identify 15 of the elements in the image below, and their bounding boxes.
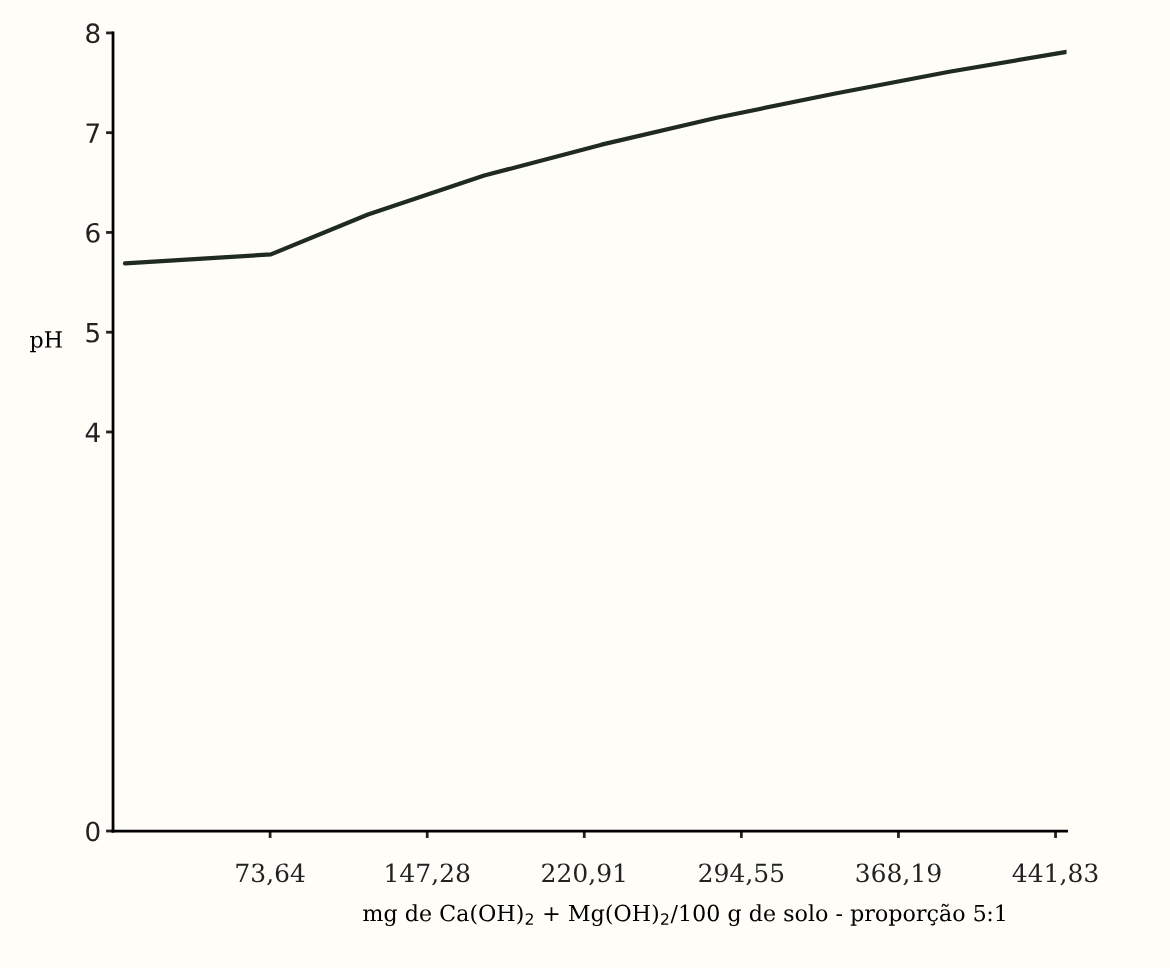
x-tick-label: 441,83 <box>1012 863 1098 886</box>
y-tick-label: 6 <box>86 222 100 243</box>
x-tick-label: 368,19 <box>856 863 941 886</box>
y-tick-label: 4 <box>85 422 100 442</box>
y-tick-label: 0 <box>86 821 100 842</box>
y-tick-label: 7 <box>86 123 99 143</box>
x-tick-label: 220,91 <box>542 863 625 886</box>
y-axis-title: pH <box>30 331 62 353</box>
x-tick-label: 294,55 <box>699 863 784 886</box>
x-tick-label: 73,64 <box>236 863 305 886</box>
x-tick-label: 147,28 <box>386 863 470 886</box>
y-tick-label: 8 <box>86 23 100 44</box>
x-axis-title: mg de Ca(OH)$_{2}$ + Mg(OH)$_{2}$/100 g de solo - proporção 5:1 <box>363 903 1005 927</box>
y-tick-label: 5 <box>86 322 99 343</box>
line-series <box>122 49 1067 266</box>
